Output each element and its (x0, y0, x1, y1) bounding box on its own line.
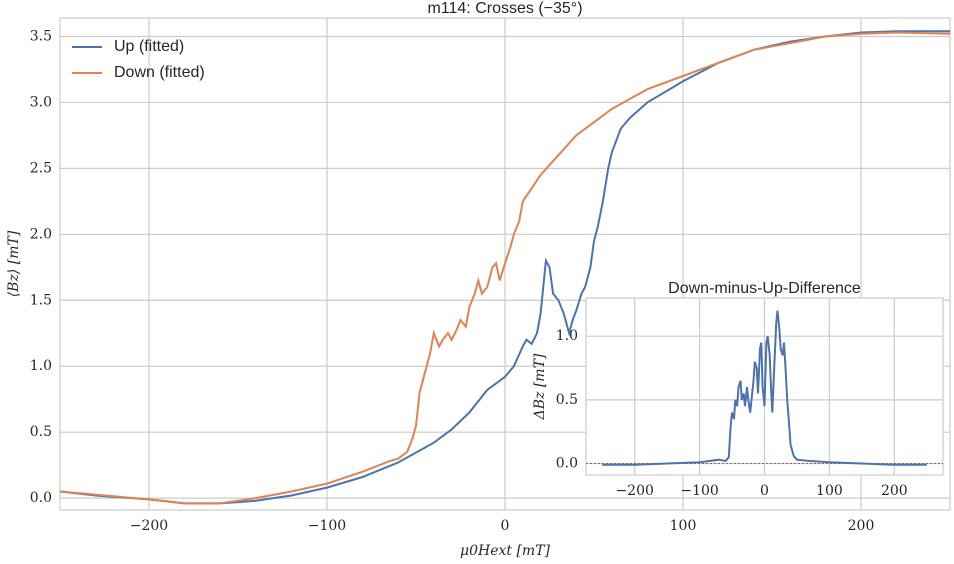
y-tick-label: 1.5 (30, 292, 52, 308)
y-axis-label: ⟨Bz⟩ [mT] (6, 230, 22, 297)
x-tick-label: 100 (816, 483, 843, 499)
y-tick-label: 0.5 (556, 392, 578, 408)
x-tick-label: −200 (130, 518, 168, 534)
x-tick-label: 100 (670, 518, 697, 534)
y-axis-label: ΔBz [mT] (532, 353, 548, 420)
chart-title: m114: Crosses (−35°) (427, 0, 582, 17)
x-tick-label: −100 (308, 518, 346, 534)
y-tick-label: 0.0 (556, 456, 578, 472)
chart-title: Down-minus-Up-Difference (668, 280, 861, 297)
y-tick-label: 1.0 (30, 358, 52, 374)
legend-label: Up (fitted) (114, 38, 184, 55)
x-tick-label: 200 (848, 518, 875, 534)
x-tick-label: 0 (501, 518, 510, 534)
x-tick-label: −100 (680, 483, 718, 499)
x-axis-label: μ0Hext [mT] (460, 543, 551, 559)
y-tick-label: 2.5 (30, 160, 52, 176)
x-tick-label: −200 (615, 483, 653, 499)
x-tick-label: 0 (760, 483, 769, 499)
y-tick-label: 1.0 (556, 328, 578, 344)
data-line (60, 30, 950, 505)
y-tick-label: 0.0 (30, 490, 52, 506)
y-tick-label: 3.0 (30, 94, 52, 110)
data-line (60, 31, 950, 505)
data-line (602, 310, 927, 466)
legend-label: Down (fitted) (114, 64, 205, 81)
x-tick-label: 200 (881, 483, 908, 499)
y-tick-label: 2.0 (30, 226, 52, 242)
y-tick-label: 3.5 (30, 28, 52, 44)
y-tick-label: 0.5 (30, 424, 52, 440)
